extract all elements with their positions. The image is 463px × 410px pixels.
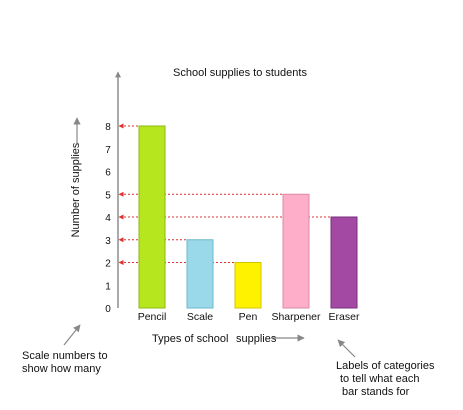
labels-note-line-2: to tell what each — [340, 373, 420, 385]
bar-pencil — [138, 125, 166, 309]
y-tick-label: 7 — [105, 145, 111, 156]
labels-note-line-3: bar stands for — [342, 386, 410, 398]
y-tick-label: 6 — [105, 168, 111, 179]
x-axis-label-part-2: supplies — [236, 333, 277, 345]
x-axis-label-part-1: Types of school — [152, 333, 228, 345]
y-tick-label: 8 — [105, 122, 111, 133]
scale-note-line-1: Scale numbers to — [22, 350, 108, 362]
x-tick-label: Eraser — [329, 311, 360, 323]
y-tick-labels: 0 1 2 3 4 5 6 7 8 — [105, 122, 111, 315]
x-tick-label: Scale — [187, 311, 213, 323]
scale-note: Scale numbers to show how many — [22, 350, 108, 376]
bar-eraser — [330, 216, 358, 309]
x-tick-labels: Pencil Scale Pen Sharpener Eraser — [138, 311, 360, 323]
x-tick-label: Sharpener — [271, 311, 321, 323]
y-tick-label: 0 — [105, 304, 111, 315]
bars — [138, 125, 358, 309]
scale-note-line-2: show how many — [22, 363, 101, 375]
scale-note-arrow — [63, 324, 81, 346]
y-tick-label: 5 — [105, 190, 111, 201]
y-tick-label: 2 — [105, 259, 111, 270]
y-tick-label: 3 — [105, 236, 111, 247]
labels-note: Labels of categories to tell what each b… — [336, 360, 434, 399]
y-axis-label: Number of supplies — [70, 142, 82, 237]
bar-sharpener — [282, 193, 310, 309]
x-tick-label: Pencil — [138, 311, 167, 323]
labels-note-arrow — [337, 339, 356, 358]
y-tick-label: 4 — [105, 213, 111, 224]
bar-scale — [186, 239, 214, 309]
chart-title: School supplies to students — [173, 67, 307, 79]
bar-pen — [234, 262, 262, 309]
x-tick-label: Pen — [239, 311, 258, 323]
labels-note-line-1: Labels of categories — [336, 360, 435, 372]
y-tick-label: 1 — [105, 281, 111, 292]
